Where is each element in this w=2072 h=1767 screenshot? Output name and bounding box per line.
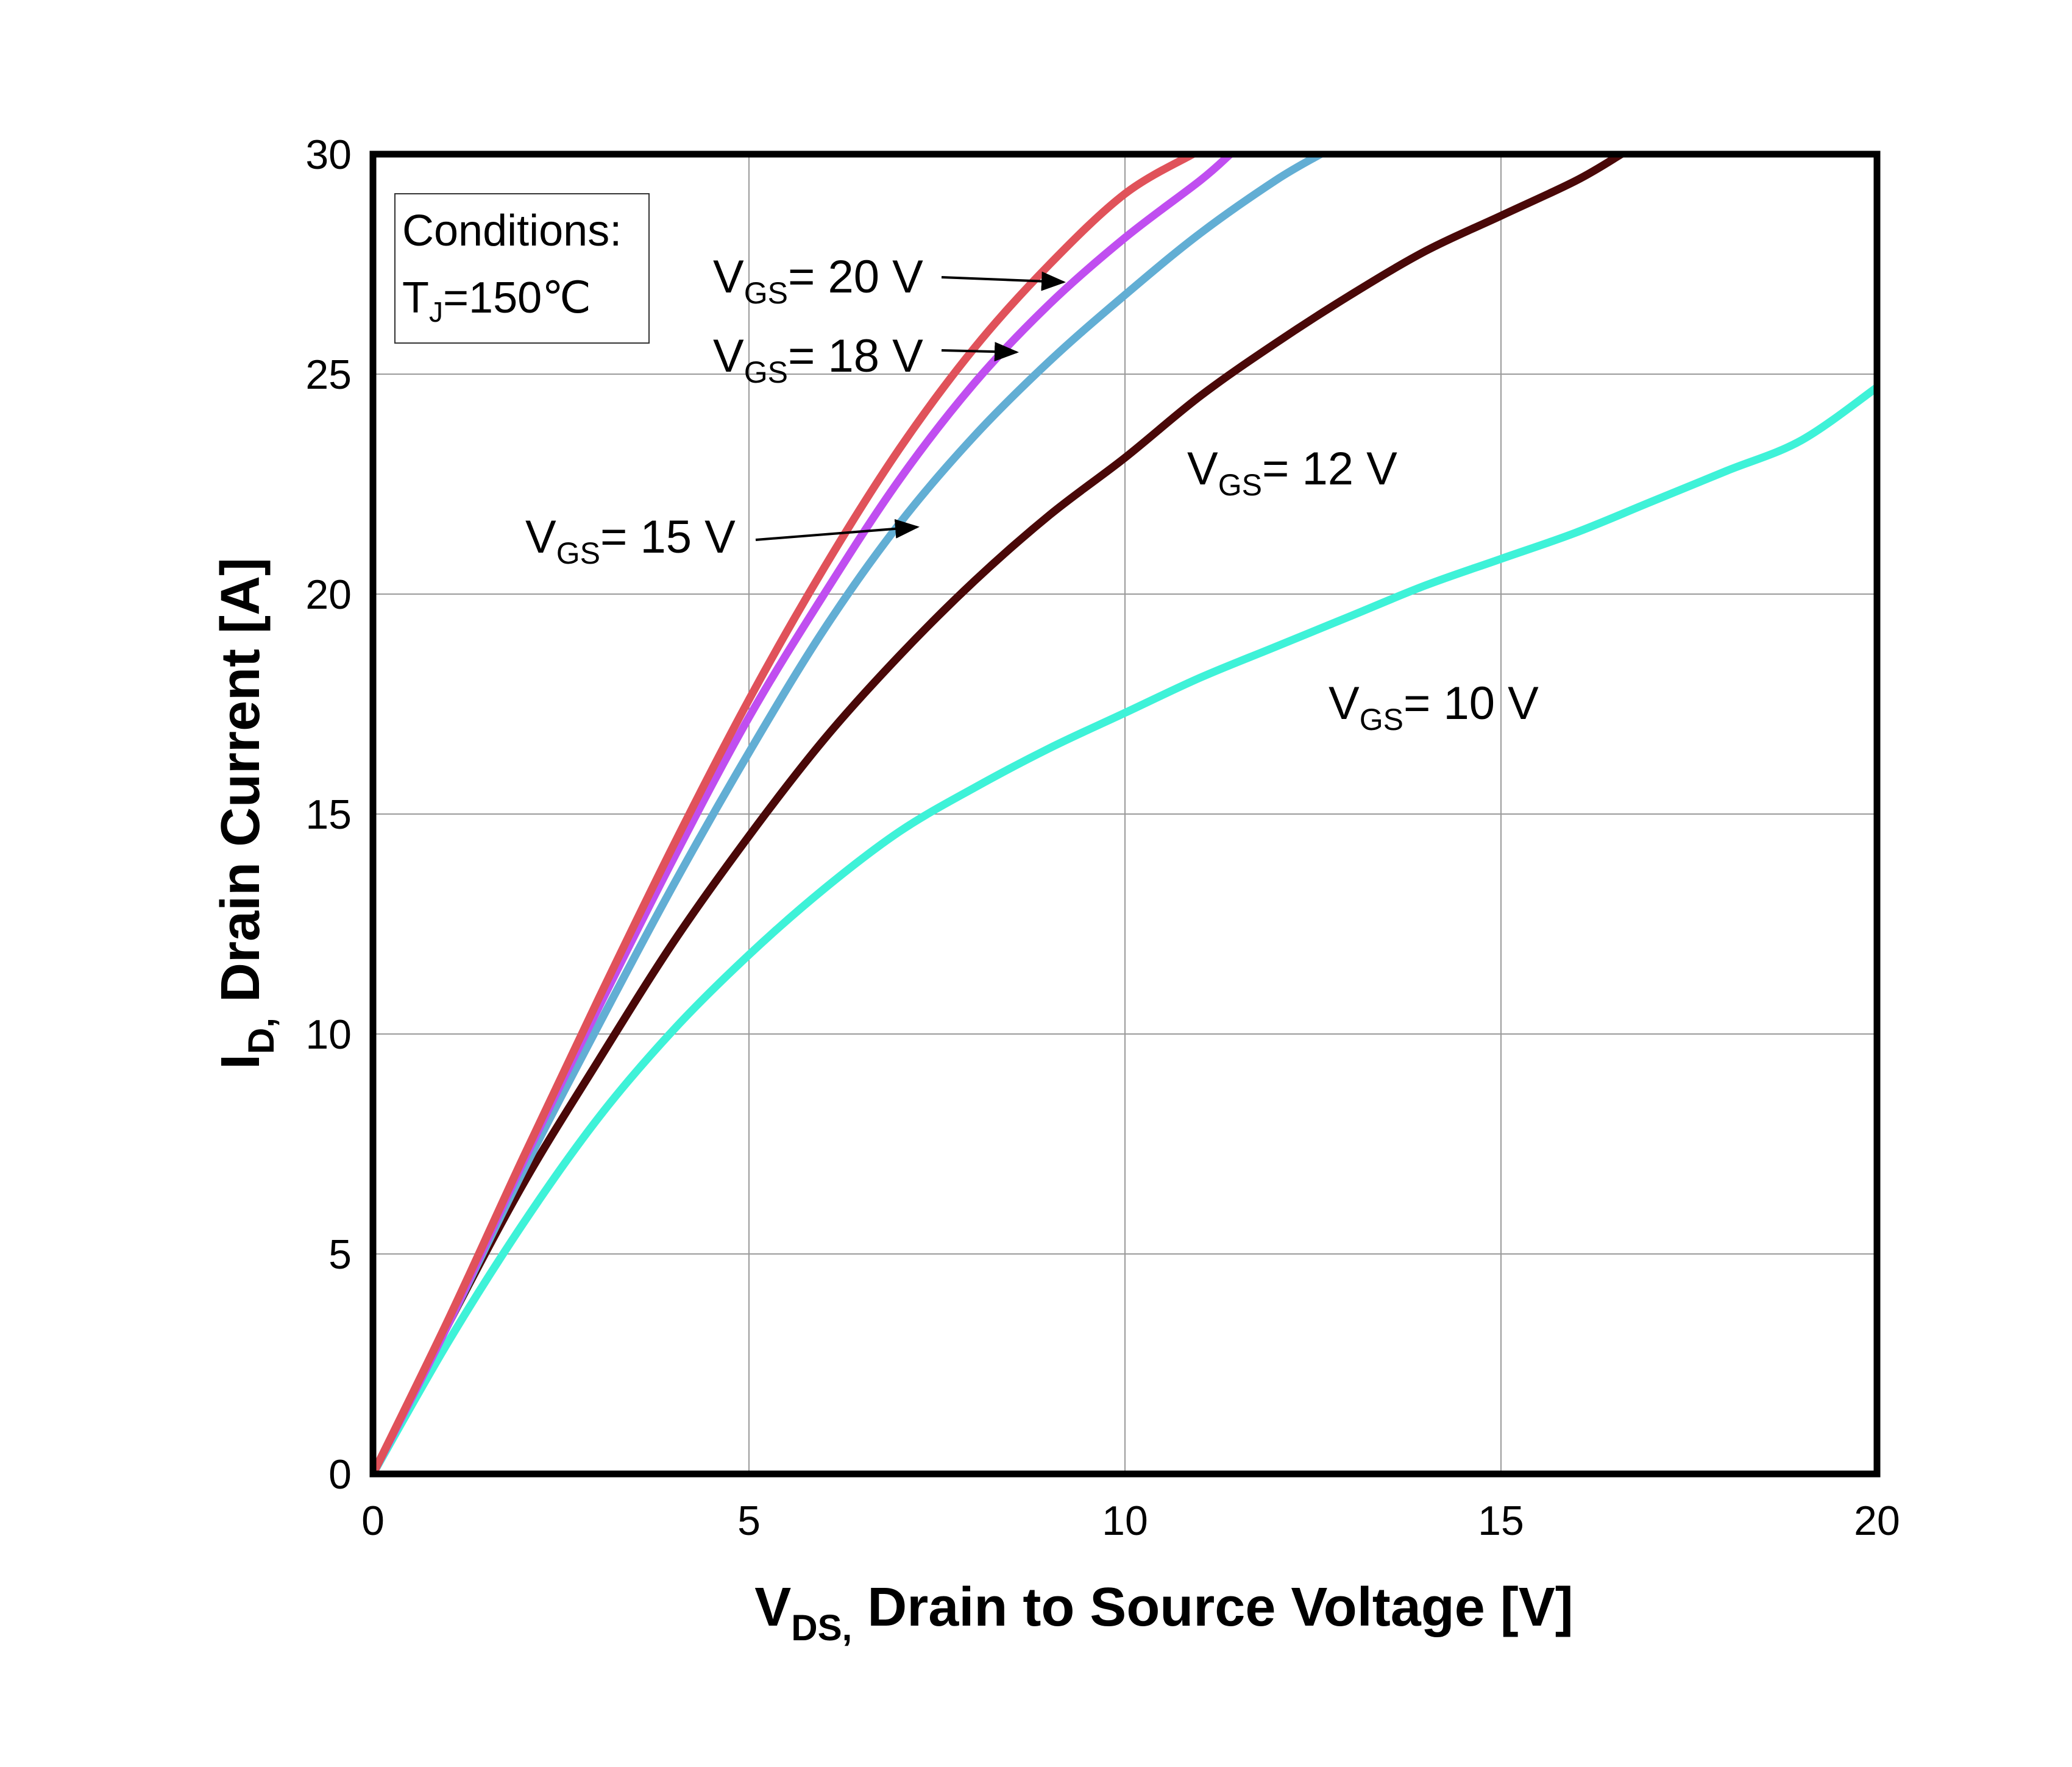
x-tick-label: 5: [737, 1498, 761, 1544]
y-tick-label: 5: [328, 1231, 352, 1278]
tj-main: T: [402, 274, 429, 322]
series-line-vgs-12-v: [373, 154, 1625, 1474]
series-label-vgs15: VGS= 15 V: [525, 511, 736, 570]
x-tick-label: 10: [1102, 1498, 1148, 1544]
y-tick-label: 15: [305, 791, 352, 838]
series-line-vgs-10-v: [373, 383, 1877, 1474]
conditions-label: Conditions:: [402, 207, 622, 255]
y-axis-title: ID, Drain Current [A]: [210, 558, 282, 1069]
series-label-vgs18: VGS= 18 V: [713, 330, 923, 389]
tj-rest: =150℃: [443, 274, 591, 322]
x-tick-label: 15: [1478, 1498, 1524, 1544]
series-label-vgs20: VGS= 20 V: [713, 251, 923, 310]
conditions-box: Conditions: TJ=150℃: [394, 193, 650, 344]
y-tick-label: 10: [305, 1011, 352, 1058]
junction-temperature: TJ=150℃: [402, 274, 591, 328]
plot-frame: [369, 150, 1881, 1478]
arrow-vgs18: [941, 342, 1019, 362]
conditions-frame: [394, 193, 650, 344]
x-tick-label: 20: [1854, 1498, 1900, 1544]
tj-sub: J: [429, 296, 443, 328]
curves-group: [373, 154, 1877, 1474]
series-label-vgs10: VGS= 10 V: [1329, 678, 1539, 737]
x-tick-label: 0: [361, 1498, 385, 1544]
y-tick-label: 25: [305, 352, 352, 398]
arrow-vgs15: [755, 519, 920, 541]
y-tick-label: 20: [305, 572, 352, 618]
y-tick-label: 30: [305, 132, 352, 178]
series-label-vgs12: VGS= 12 V: [1187, 443, 1397, 502]
y-tick-label: 0: [328, 1451, 352, 1498]
arrow-vgs20: [941, 271, 1066, 291]
x-axis-title: VDS, Drain to Source Voltage [V]: [754, 1577, 1574, 1648]
tick-labels: 0 5 10 15 20 0 5 10 15 20 25 30: [305, 132, 1900, 1544]
